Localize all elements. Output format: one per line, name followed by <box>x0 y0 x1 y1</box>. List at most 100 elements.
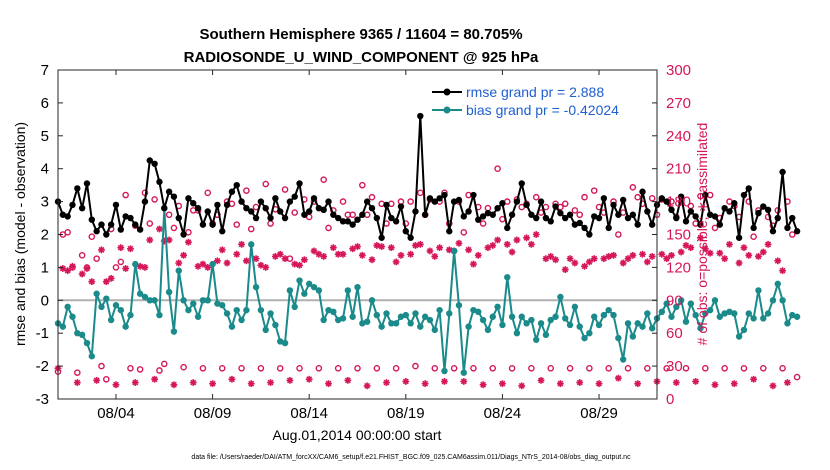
rmse-point <box>363 198 371 205</box>
rmse-point <box>262 204 269 212</box>
rmse-point <box>74 185 81 192</box>
y2-tick-label: 210 <box>666 161 691 178</box>
obs-possible-point <box>368 193 376 201</box>
rmse-point <box>562 214 569 222</box>
bias-point <box>668 313 675 320</box>
bias-point <box>764 310 772 317</box>
rmse-point <box>286 198 294 205</box>
rmse-point <box>122 213 129 220</box>
obs-possible-point <box>566 364 574 372</box>
bias-point <box>702 310 709 317</box>
bias-point <box>658 308 666 316</box>
obs-possible-point <box>682 364 690 372</box>
bias-point <box>344 287 352 294</box>
obs-assimilated-point <box>387 244 395 252</box>
obs-possible-point <box>127 364 134 372</box>
obs-assimilated-point <box>127 245 134 253</box>
rmse-point <box>223 201 231 209</box>
obs-assimilated-point <box>64 267 72 275</box>
rmse-point <box>78 204 86 212</box>
obs-assimilated-point <box>180 251 187 259</box>
rmse-point <box>426 195 434 202</box>
rmse-point <box>301 211 308 218</box>
obs-assimilated-point <box>397 251 405 259</box>
rmse-point <box>103 231 110 238</box>
obs-assimilated-point <box>102 278 110 286</box>
rmse-point <box>735 234 743 241</box>
rmse-point <box>726 208 733 215</box>
bias-point <box>421 313 429 320</box>
rmse-point <box>64 213 71 220</box>
bias-point <box>552 313 559 320</box>
bias-point <box>117 306 124 314</box>
y-axis-label: rmse and bias (model - observation) <box>12 122 28 346</box>
rmse-point <box>88 216 96 223</box>
bias-point <box>629 333 637 340</box>
bias-point <box>103 295 110 302</box>
rmse-point <box>219 228 226 235</box>
rmse-point <box>499 200 506 207</box>
rmse-point <box>238 198 245 205</box>
obs-assimilated-point <box>532 231 540 238</box>
obs-possible-point <box>629 184 637 191</box>
obs-possible-point <box>663 364 670 372</box>
rmse-point <box>146 157 153 164</box>
y2-tick-label: 300 <box>666 62 691 79</box>
obs-assimilated-point <box>238 240 245 248</box>
rmse-point <box>586 231 593 238</box>
rmse-point <box>117 226 124 233</box>
obs-possible-point <box>407 198 414 205</box>
bias-point <box>639 323 646 330</box>
rmse-point <box>547 218 554 225</box>
obs-possible-point <box>257 364 265 372</box>
y2-tick-label: 120 <box>666 259 691 276</box>
bias-point <box>417 323 424 330</box>
obs-possible-point <box>479 220 487 227</box>
y2-tick-label: 0 <box>666 391 674 408</box>
bias-point <box>591 313 598 320</box>
obs-possible-point <box>450 364 458 372</box>
rmse-point <box>557 209 564 217</box>
rmse-point <box>431 198 438 205</box>
rmse-point <box>277 208 284 215</box>
obs-possible-point <box>78 252 86 259</box>
obs-assimilated-point <box>214 257 221 265</box>
bias-point <box>475 308 482 316</box>
rmse-point <box>233 181 240 189</box>
rmse-point <box>750 224 757 232</box>
bias-point <box>132 260 139 268</box>
obs-assimilated-point <box>528 240 535 248</box>
obs-possible-point <box>547 364 555 372</box>
obs-assimilated-point <box>576 379 584 386</box>
rmse-point <box>494 204 501 212</box>
rmse-point <box>605 224 612 232</box>
rmse-point <box>156 178 163 186</box>
obs-assimilated-point <box>412 242 419 249</box>
rmse-point <box>479 213 487 220</box>
obs-assimilated-point <box>223 259 231 267</box>
bias-point <box>610 311 617 319</box>
bias-point <box>190 300 197 307</box>
obs-possible-point <box>779 364 786 372</box>
rmse-point <box>484 209 492 217</box>
obs-possible-point <box>315 364 323 372</box>
rmse-point <box>209 221 216 228</box>
bias-point <box>363 318 371 325</box>
obs-assimilated-point <box>677 248 685 256</box>
obs-possible-point <box>199 364 207 372</box>
bias-point <box>301 290 308 297</box>
rmse-point <box>687 208 695 215</box>
rmse-point <box>257 198 265 205</box>
obs-assimilated-point <box>151 375 159 383</box>
obs-assimilated-point <box>470 260 477 268</box>
obs-assimilated-point <box>614 374 622 382</box>
obs-possible-point <box>180 363 187 371</box>
obs-assimilated-point <box>668 251 675 259</box>
obs-assimilated-point <box>146 236 154 244</box>
obs-possible-point <box>581 193 588 201</box>
rmse-point <box>760 203 767 210</box>
x-tick-label: 08/24 <box>484 405 522 422</box>
obs-assimilated-point <box>383 379 390 386</box>
bias-point <box>755 287 762 294</box>
obs-assimilated-point <box>107 274 115 282</box>
